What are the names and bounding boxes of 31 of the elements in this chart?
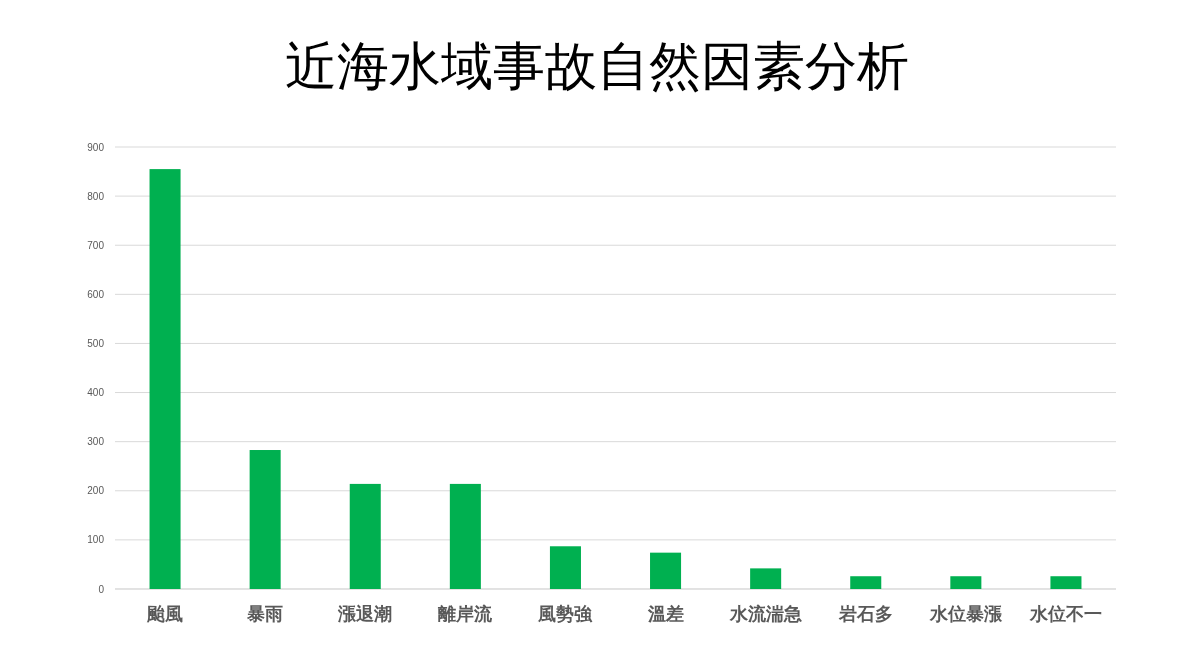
x-tick-label: 水位暴漲 bbox=[928, 603, 1003, 624]
y-tick-label: 900 bbox=[87, 141, 105, 153]
bar bbox=[750, 568, 782, 589]
x-tick-label: 溫差 bbox=[646, 603, 684, 624]
x-tick-label: 離岸流 bbox=[437, 603, 494, 624]
y-tick-label: 800 bbox=[87, 190, 105, 202]
y-tick-label: 500 bbox=[87, 337, 105, 349]
x-tick-label: 岩石多 bbox=[837, 603, 893, 624]
y-tick-label: 0 bbox=[98, 583, 105, 595]
x-tick-label: 漲退潮 bbox=[337, 603, 393, 624]
bar bbox=[149, 169, 181, 589]
bar bbox=[549, 546, 581, 589]
bar bbox=[349, 483, 381, 589]
y-tick-label: 200 bbox=[87, 485, 105, 497]
y-tick-label: 400 bbox=[87, 387, 105, 399]
bar bbox=[650, 552, 682, 589]
y-tick-label: 700 bbox=[87, 239, 105, 251]
y-tick-label: 100 bbox=[87, 534, 105, 546]
bar bbox=[950, 576, 982, 589]
chart-title: 近海水域事故自然因素分析 bbox=[285, 36, 909, 96]
bar bbox=[1050, 576, 1082, 589]
bar bbox=[249, 450, 281, 589]
y-tick-label: 300 bbox=[87, 436, 105, 448]
x-tick-label: 颱風 bbox=[146, 603, 184, 624]
bar bbox=[850, 576, 882, 589]
bar bbox=[449, 483, 481, 589]
x-tick-label: 暴雨 bbox=[246, 603, 284, 624]
x-tick-label: 水流湍急 bbox=[728, 603, 802, 624]
x-tick-label: 風勢強 bbox=[537, 603, 594, 624]
y-tick-label: 600 bbox=[87, 288, 105, 300]
x-tick-label: 水位不一 bbox=[1028, 603, 1102, 624]
